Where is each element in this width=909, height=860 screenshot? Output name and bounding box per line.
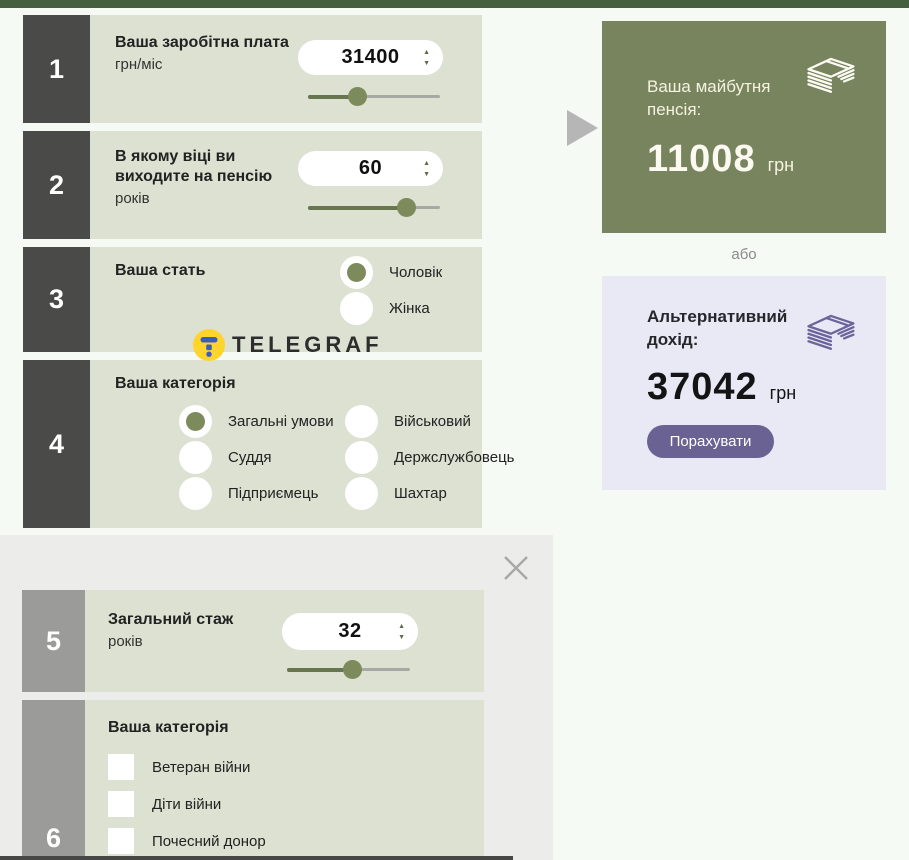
slider-fill xyxy=(287,667,353,672)
salary-spinner[interactable]: ▲ ▼ xyxy=(423,49,430,67)
radio-icon[interactable] xyxy=(345,405,378,438)
step-1-salary: 1 Ваша заробітна плата грн/міс 31400 ▲ ▼ xyxy=(23,15,482,123)
spinner-up-icon[interactable]: ▲ xyxy=(398,622,405,630)
experience-value: 32 xyxy=(338,620,362,642)
step-2-unit: років xyxy=(115,190,150,207)
step-6-number: 6 xyxy=(22,700,85,860)
age-slider[interactable] xyxy=(308,198,440,217)
radio-icon[interactable] xyxy=(340,256,373,289)
category-option-military[interactable]: Військовий xyxy=(345,405,514,438)
step-5-title: Загальний стаж xyxy=(108,611,234,628)
checkbox-label: Ветеран війни xyxy=(152,758,251,776)
checkbox-honorary-donor[interactable]: Почесний донор xyxy=(108,828,266,854)
step-4-title: Ваша категорія xyxy=(115,375,236,392)
pension-amount: 11008 xyxy=(647,137,756,180)
slider-thumb[interactable] xyxy=(343,660,363,679)
step-6-title: Ваша категорія xyxy=(108,719,229,736)
step-5-unit: років xyxy=(108,633,143,650)
age-spinner[interactable]: ▲ ▼ xyxy=(423,160,430,178)
step-5-experience: 5 Загальний стаж років 32 ▲ ▼ xyxy=(22,590,484,692)
telegraf-logo: TELEGRAF xyxy=(193,329,383,361)
spinner-up-icon[interactable]: ▲ xyxy=(423,159,430,167)
gender-option-female[interactable]: Жінка xyxy=(340,292,442,325)
salary-value: 31400 xyxy=(341,46,400,68)
pension-currency: грн xyxy=(767,154,795,175)
result-arrow-icon xyxy=(567,110,598,146)
step-3-title: Ваша стать xyxy=(115,262,206,279)
radio-label: Загальні умови xyxy=(228,413,334,430)
alternative-amount: 37042 xyxy=(647,365,758,408)
step-5-number: 5 xyxy=(22,590,85,692)
spinner-down-icon[interactable]: ▼ xyxy=(423,59,430,67)
radio-label: Підприємець xyxy=(228,485,319,502)
alternative-currency: грн xyxy=(769,382,797,403)
salary-slider[interactable] xyxy=(308,87,440,106)
checkbox-icon[interactable] xyxy=(108,754,134,780)
checkbox-label: Почесний донор xyxy=(152,832,266,850)
radio-label: Чоловік xyxy=(389,264,443,281)
pension-result-panel: Ваша майбутня пенсія: 11008 грн xyxy=(602,21,886,233)
radio-label: Військовий xyxy=(394,413,471,430)
spinner-up-icon[interactable]: ▲ xyxy=(423,48,430,56)
checkbox-label: Діти війни xyxy=(152,795,222,813)
checkbox-war-veteran[interactable]: Ветеран війни xyxy=(108,754,266,780)
radio-icon[interactable] xyxy=(179,477,212,510)
step-4-category: 4 Ваша категорія Загальні умови Суддя Пі… xyxy=(23,360,514,528)
or-text: або xyxy=(731,246,757,263)
top-accent-bar xyxy=(0,0,909,8)
alternative-label: Альтернативний дохід: xyxy=(647,307,788,349)
radio-icon[interactable] xyxy=(345,477,378,510)
step-2-number: 2 xyxy=(23,131,90,239)
alternative-income-panel: Альтернативний дохід: 37042 грн Порахува… xyxy=(602,276,886,490)
category-option-entrepreneur[interactable]: Підприємець xyxy=(179,477,334,510)
checkbox-children-of-war[interactable]: Діти війни xyxy=(108,791,266,817)
category-option-judge[interactable]: Суддя xyxy=(179,441,334,474)
step-2-title: В якому віці ви виходите на пенсію xyxy=(115,148,273,185)
category-option-civil-servant[interactable]: Держслужбовець xyxy=(345,441,514,474)
category-option-general[interactable]: Загальні умови xyxy=(179,405,334,438)
radio-icon[interactable] xyxy=(340,292,373,325)
radio-icon[interactable] xyxy=(345,441,378,474)
spinner-down-icon[interactable]: ▼ xyxy=(398,633,405,641)
gender-option-male[interactable]: Чоловік xyxy=(340,256,442,289)
telegraf-logo-text: TELEGRAF xyxy=(232,332,383,357)
radio-icon[interactable] xyxy=(179,405,212,438)
experience-slider[interactable] xyxy=(287,660,410,679)
slider-thumb[interactable] xyxy=(347,87,367,106)
slider-fill xyxy=(308,205,406,210)
money-stack-icon xyxy=(807,57,855,93)
radio-label: Шахтар xyxy=(394,485,447,502)
close-icon[interactable] xyxy=(503,555,529,581)
checkbox-icon[interactable] xyxy=(108,828,134,854)
radio-icon[interactable] xyxy=(179,441,212,474)
step-3-gender: 3 Ваша стать Чоловік Жінка xyxy=(23,247,482,352)
salary-input[interactable]: 31400 ▲ ▼ xyxy=(298,40,443,75)
cropped-next-element xyxy=(0,856,513,860)
step-1-number: 1 xyxy=(23,15,90,123)
checkbox-icon[interactable] xyxy=(108,791,134,817)
slider-fill xyxy=(308,94,357,99)
step-6-special-category: 6 Ваша категорія Ветеран війни Діти війн… xyxy=(22,700,484,860)
experience-spinner[interactable]: ▲ ▼ xyxy=(398,623,405,641)
telegraf-logo-icon xyxy=(193,329,225,361)
radio-label: Суддя xyxy=(228,449,272,466)
age-value: 60 xyxy=(358,157,383,179)
category-option-miner[interactable]: Шахтар xyxy=(345,477,514,510)
step-1-unit: грн/міс xyxy=(115,56,163,73)
slider-thumb[interactable] xyxy=(396,198,416,217)
age-input[interactable]: 60 ▲ ▼ xyxy=(298,151,443,186)
pension-label: Ваша майбутня пенсія: xyxy=(647,77,771,119)
money-stack-icon xyxy=(807,314,855,350)
experience-input[interactable]: 32 ▲ ▼ xyxy=(282,613,418,650)
step-1-title: Ваша заробітна плата xyxy=(115,34,289,51)
calculate-button[interactable]: Порахувати xyxy=(647,424,774,458)
slider-track[interactable] xyxy=(308,95,440,98)
step-2-retirement-age: 2 В якому віці ви виходите на пенсію рок… xyxy=(23,131,482,239)
step-4-number: 4 xyxy=(23,360,90,528)
radio-label: Держслужбовець xyxy=(394,449,515,466)
spinner-down-icon[interactable]: ▼ xyxy=(423,170,430,178)
radio-label: Жінка xyxy=(389,300,430,317)
step-3-number: 3 xyxy=(23,247,90,352)
